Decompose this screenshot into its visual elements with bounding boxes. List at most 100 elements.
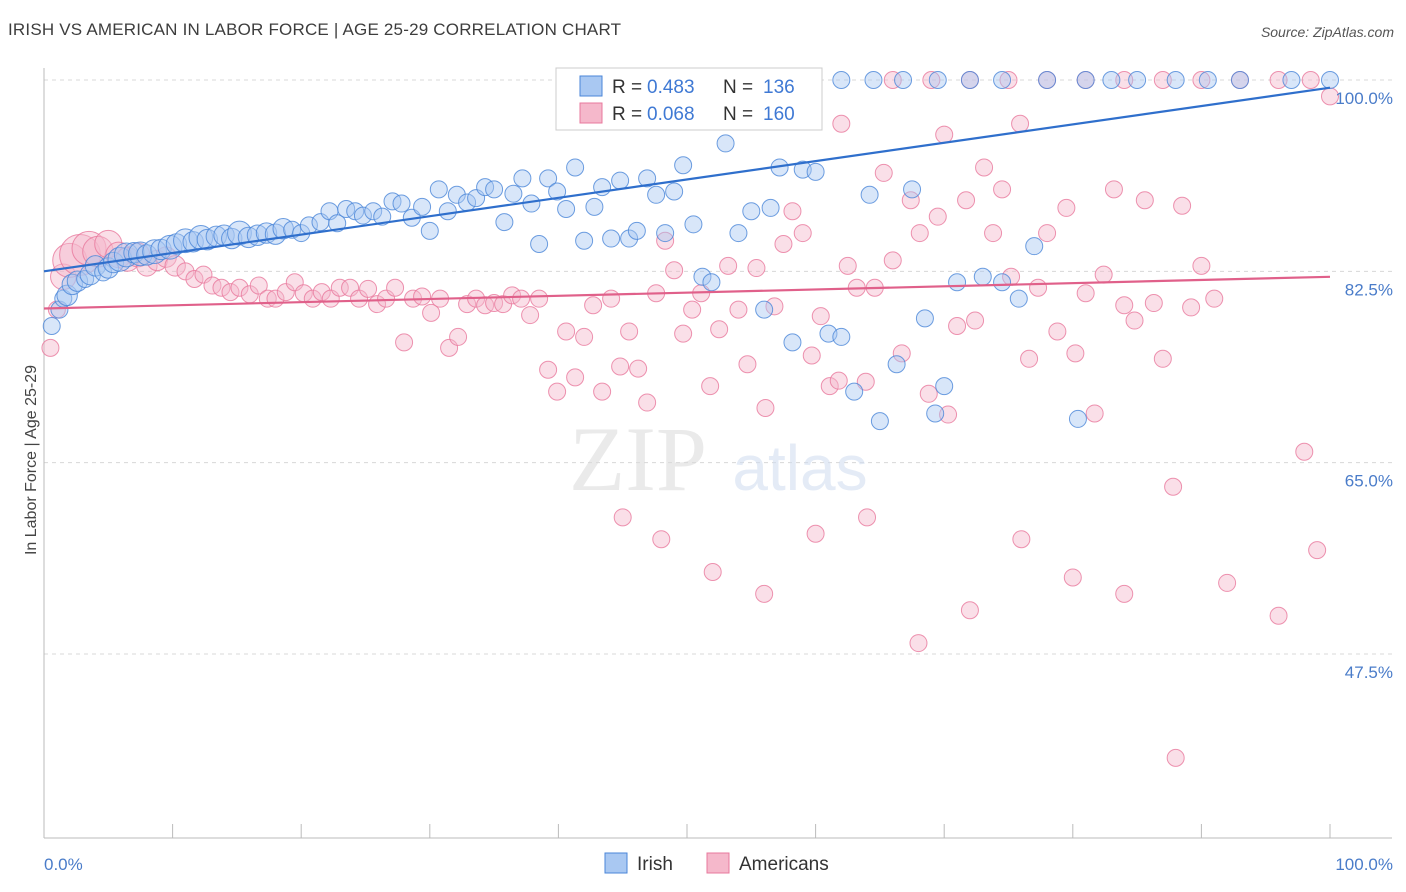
bottom-legend-americans: Americans — [739, 854, 829, 875]
irish-point — [602, 229, 621, 248]
irish-point — [1076, 71, 1095, 89]
series-irish — [42, 71, 1339, 431]
americans-point — [1104, 180, 1123, 199]
americans-point — [1308, 541, 1327, 560]
americans-point — [1085, 404, 1104, 423]
americans-point — [910, 224, 929, 243]
americans-point — [960, 601, 979, 620]
irish-point — [353, 206, 372, 225]
irish-point — [438, 202, 457, 221]
irish-point — [413, 197, 432, 216]
americans-point — [1144, 294, 1163, 313]
irish-point — [196, 228, 219, 251]
americans-point — [1192, 71, 1211, 89]
americans-point — [1020, 349, 1039, 368]
irish-point — [1102, 71, 1121, 89]
irish-point — [647, 185, 666, 204]
legend-n-label-2: N = — [723, 104, 753, 125]
americans-point — [738, 355, 757, 374]
irish-point — [530, 235, 549, 253]
irish-point — [894, 71, 913, 89]
watermark-zip: ZIP — [569, 408, 707, 510]
irish-point — [373, 207, 392, 226]
americans-point — [1076, 284, 1095, 303]
americans-point — [1218, 573, 1237, 592]
americans-point — [422, 303, 441, 322]
irish-point — [755, 300, 774, 319]
americans-point — [1011, 114, 1030, 133]
americans-point — [548, 382, 567, 401]
legend-americans-swatch — [579, 102, 603, 124]
americans-point — [413, 287, 432, 306]
americans-point — [584, 296, 603, 315]
irish-point — [832, 71, 851, 89]
americans-point — [909, 634, 928, 653]
irish-point — [656, 224, 675, 243]
americans-point — [530, 289, 549, 308]
irish-point — [702, 273, 721, 292]
irish-point — [620, 229, 639, 248]
americans-point — [1057, 198, 1076, 217]
irish-point — [935, 377, 954, 396]
irish-point — [806, 162, 825, 181]
irish-point — [548, 182, 567, 201]
irish-trend-line — [43, 86, 1331, 273]
americans-point — [703, 563, 722, 581]
americans-point — [1063, 568, 1082, 587]
legend-r-label-2: R = — [612, 104, 642, 125]
americans-point — [212, 278, 231, 297]
irish-point — [364, 202, 383, 221]
irish-point — [447, 185, 466, 204]
americans-point — [613, 508, 632, 527]
americans-point — [1048, 322, 1067, 341]
americans-point — [701, 377, 720, 396]
americans-point — [1173, 196, 1192, 215]
irish-point — [337, 200, 356, 219]
americans-trend-line — [43, 275, 1331, 310]
americans-point — [783, 202, 802, 221]
americans-point — [829, 371, 848, 390]
irish-point — [557, 200, 576, 219]
americans-point — [221, 283, 240, 302]
americans-point — [203, 276, 222, 295]
irish-point — [611, 171, 630, 190]
americans-point — [575, 327, 594, 346]
irish-point — [1128, 71, 1147, 89]
americans-point — [41, 338, 60, 357]
y-tick-label: 100.0% — [1335, 89, 1393, 108]
legend-americans-r: 0.068 — [647, 104, 695, 125]
americans-point — [1269, 71, 1288, 89]
americans-point — [164, 255, 186, 277]
americans-point — [774, 235, 793, 253]
irish-point — [665, 182, 684, 201]
irish-point — [566, 158, 585, 177]
axes — [43, 68, 1392, 839]
americans-point — [1135, 191, 1154, 210]
irish-point — [1025, 237, 1044, 256]
americans-point — [729, 300, 748, 319]
irish-point — [1321, 71, 1339, 89]
irish-point — [42, 317, 61, 335]
irish-point — [420, 221, 439, 240]
y-tick-label: 82.5% — [1345, 280, 1393, 299]
americans-point — [883, 251, 902, 270]
irish-point — [870, 412, 889, 431]
irish-point — [575, 231, 594, 250]
x-tick-labels: 0.0% 100.0% — [44, 855, 1393, 874]
americans-point — [928, 207, 947, 226]
americans-point — [638, 393, 657, 412]
irish-point — [783, 333, 802, 352]
americans-point — [1094, 265, 1113, 284]
irish-point — [742, 202, 761, 221]
americans-point — [652, 530, 671, 549]
irish-point — [864, 71, 883, 89]
americans-point — [1205, 289, 1224, 308]
irish-point — [1009, 289, 1028, 308]
irish-point — [429, 180, 448, 199]
irish-point — [66, 270, 89, 292]
irish-point — [926, 404, 945, 423]
americans-point — [359, 279, 378, 298]
americans-point — [1182, 298, 1201, 317]
irish-point — [638, 169, 657, 188]
irish-point — [1230, 71, 1249, 89]
